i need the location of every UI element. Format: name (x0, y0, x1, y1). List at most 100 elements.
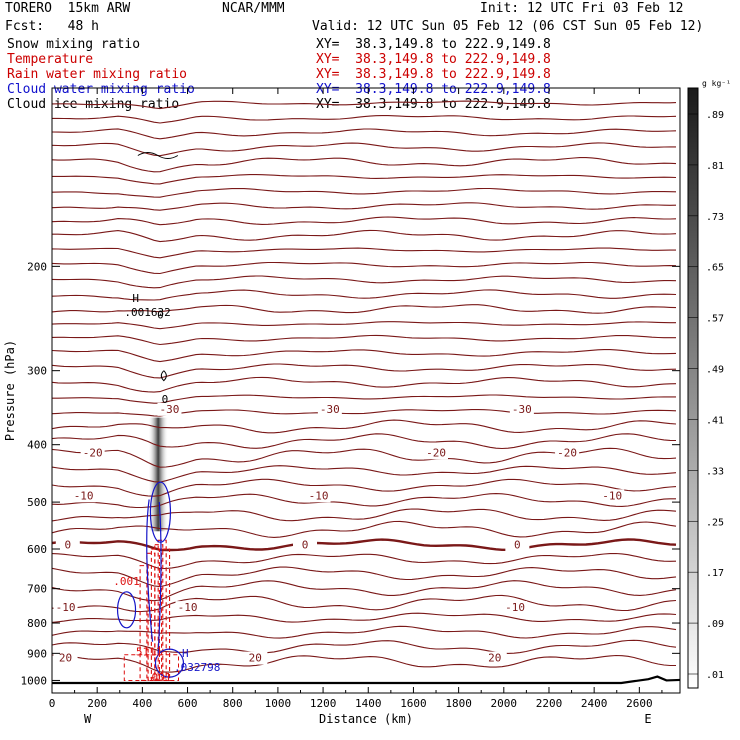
isotherm (51, 321, 676, 330)
isotherm (52, 174, 677, 185)
isotherm (51, 447, 677, 468)
isotherm-label-bg (80, 446, 105, 460)
isotherm (51, 508, 677, 522)
x-axis-label: Distance (km) (319, 712, 413, 726)
center-title: NCAR/MMM (222, 1, 285, 16)
isotherm-label-bg (482, 651, 507, 665)
isotherm (51, 552, 677, 570)
west-label: W (84, 712, 92, 726)
y-tick-label: 400 (27, 439, 47, 452)
rain-contour (161, 548, 171, 679)
rain-contour-outer (123, 654, 180, 681)
max-label-h: H (182, 647, 189, 660)
isotherm-label-bg (424, 446, 449, 460)
max-label-value: .001632 (124, 306, 170, 319)
isotherm-label-bg (243, 651, 268, 665)
legend-label: Cloud ice mixing ratio (7, 97, 180, 112)
isotherm-label-bg (505, 538, 530, 552)
isotherm (51, 566, 677, 588)
contour-label: 0 (157, 309, 164, 322)
isotherm (51, 142, 676, 157)
east-label: E (644, 712, 651, 726)
isotherm (51, 247, 676, 259)
isotherm-label-bg (53, 651, 78, 665)
colorbar-tick-label: .01 (706, 670, 724, 681)
init-time: Init: 12 UTC Fri 03 Feb 12 (480, 1, 684, 16)
colorbar-tick-label: .57 (706, 314, 724, 325)
y-tick-label: 800 (27, 617, 47, 630)
isotherm-label-bg (503, 601, 528, 615)
isotherm (51, 433, 677, 450)
cloud-ice-contour (137, 152, 179, 160)
isotherm (51, 202, 677, 211)
isotherm-label-bg (555, 446, 580, 460)
colorbar-tick-label: .41 (706, 415, 724, 426)
isotherm (52, 229, 677, 243)
y-tick-label: 600 (27, 543, 47, 556)
colorbar-tick-label: .25 (706, 517, 724, 528)
x-tick-label: 1400 (355, 697, 382, 710)
cloud-water-contour (154, 648, 185, 678)
isotherm-label: 20 (488, 652, 501, 665)
rain-contour (157, 539, 167, 681)
colorbar-tick-label: .89 (706, 110, 724, 121)
x-tick-label: 1600 (400, 697, 427, 710)
x-tick-label: 1000 (265, 697, 292, 710)
isotherm-label: -20 (557, 446, 577, 459)
isotherm-label-bg (306, 489, 331, 503)
x-tick-label: 2000 (491, 697, 518, 710)
model-title: TORERO 15km ARW (5, 1, 131, 16)
isotherm-label: -20 (426, 446, 446, 459)
isotherm (52, 394, 676, 404)
isotherm (51, 520, 677, 538)
colorbar-tick-label: .81 (706, 161, 724, 172)
isotherm (51, 289, 677, 301)
rain-contours (123, 539, 180, 681)
legend-xy: XY= 38.3,149.8 to 222.9,149.8 (316, 37, 551, 52)
isotherm-label: 0 (65, 539, 72, 552)
y-axis-label: Pressure (hPa) (3, 340, 17, 441)
legend-label: Rain water mixing ratio (7, 67, 188, 82)
x-tick-label: 0 (49, 697, 56, 710)
x-tick-label: 200 (87, 697, 107, 710)
isotherm (51, 580, 677, 602)
y-tick-label: 900 (27, 647, 47, 660)
isotherm (51, 376, 677, 393)
isotherm-label-bg (600, 489, 625, 503)
isotherm (51, 465, 677, 483)
isotherm (51, 639, 677, 654)
isotherm (51, 334, 676, 346)
legend-label: Snow mixing ratio (7, 37, 141, 52)
isotherm (51, 349, 677, 363)
isotherm (51, 261, 677, 275)
isotherm (51, 216, 677, 226)
colorbar-tick-label: .49 (706, 365, 724, 376)
freezing-isotherm (51, 538, 677, 552)
contour-label: 5111 (136, 646, 163, 659)
isotherm-label: -30 (512, 403, 532, 416)
cloud-ice-contour (160, 370, 167, 382)
isotherm (51, 363, 677, 379)
isotherm (51, 493, 676, 509)
colorbar-tick-label: .73 (706, 212, 724, 223)
x-tick-label: 800 (223, 697, 243, 710)
isotherm (52, 115, 677, 124)
isotherm-label: -30 (160, 403, 180, 416)
legend-xy: XY= 38.3,149.8 to 222.9,149.8 (316, 97, 551, 112)
isotherm-label-bg (509, 402, 534, 416)
x-tick-label: 2400 (581, 697, 608, 710)
isotherm-label: -20 (83, 446, 103, 459)
cloud-water-contour (149, 481, 172, 543)
legend-label: Cloud water mixing ratio (7, 82, 195, 97)
isotherm (51, 128, 677, 140)
isotherm-label-bg (175, 601, 200, 615)
colorbar-tick-label: .17 (706, 568, 724, 579)
x-tick-label: 2200 (536, 697, 563, 710)
isotherm (51, 594, 677, 613)
isotherm (51, 275, 677, 289)
x-tick-label: 1800 (445, 697, 472, 710)
cloud-water-contours (116, 481, 185, 678)
forecast-hour: Fcst: 48 h (5, 19, 99, 34)
contour-label: 0 (162, 393, 169, 406)
